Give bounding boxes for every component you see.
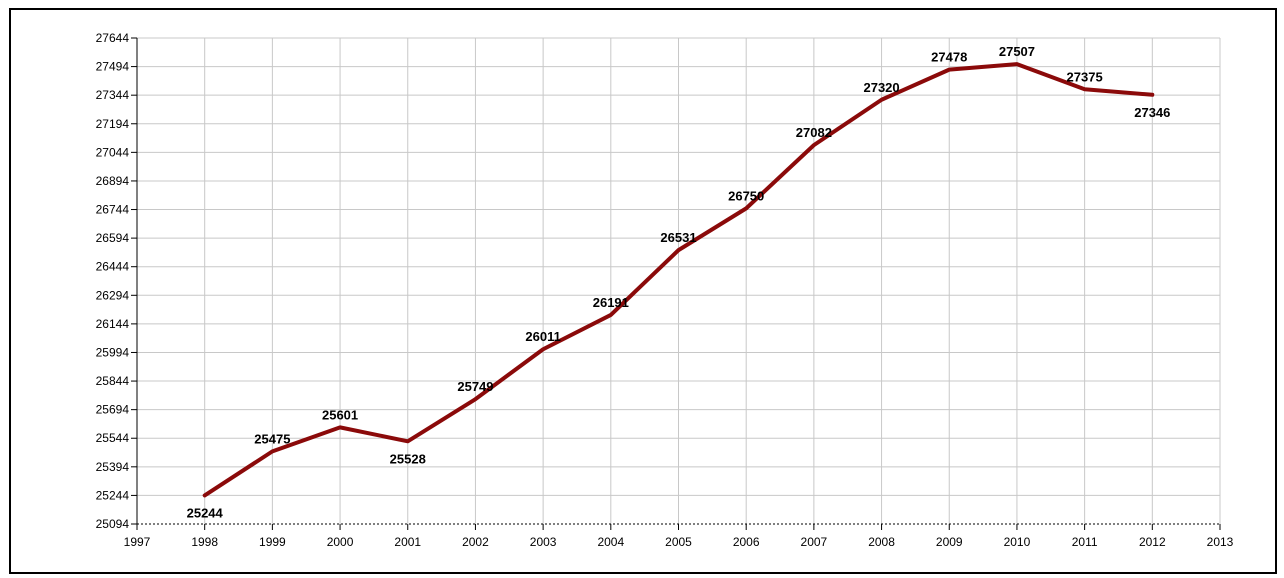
data-label: 27082 [796,125,832,140]
data-label: 27478 [931,50,967,65]
x-tick-label: 1998 [191,535,218,549]
x-tick-label: 1997 [124,535,151,549]
axes: 25094 25244 25394 25544 25694 25844 25994 26144… [96,31,1234,549]
y-tick-label: 27044 [96,145,130,159]
y-tick-label: 25844 [96,374,130,388]
x-tick-label: 2001 [394,535,421,549]
data-label: 26750 [728,188,764,203]
data-label: 26191 [593,295,629,310]
data-point [947,68,951,72]
y-tick-label: 26144 [96,317,130,331]
x-tick-label: 2000 [327,535,354,549]
data-label: 26011 [525,329,560,344]
data-label: 25475 [254,431,290,446]
x-tick-label: 2011 [1072,535,1098,549]
x-tick-label: 2012 [1139,535,1166,549]
x-tick-label: 2013 [1207,535,1234,549]
x-tick-label: 2010 [1004,535,1031,549]
x-tick-label: 1999 [259,535,286,549]
data-label: 26531 [660,230,696,245]
y-tick-label: 27194 [96,117,130,131]
data-label: 25528 [390,451,426,466]
data-point [677,248,680,252]
data-label: 27346 [1134,105,1170,120]
data-point [406,439,410,443]
data-point [541,347,545,351]
x-tick-label: 2007 [801,535,828,549]
data-point [880,98,884,102]
x-tick-label: 2008 [868,535,895,549]
y-tick-label: 25544 [96,431,130,445]
y-tick-label: 25094 [96,517,130,531]
data-label: 25244 [187,505,224,520]
x-tick-label: 2002 [462,535,489,549]
data-label: 27320 [863,80,899,95]
y-tick-label: 26894 [96,174,130,188]
data-point [203,493,207,497]
y-tick-label: 26594 [96,231,130,245]
data-labels: 25244 25475 25601 25528 25749 26011 26191 26531… [187,44,1171,520]
data-label: 27375 [1067,69,1103,84]
data-label: 25749 [457,379,493,394]
y-tick-label: 25394 [96,460,130,474]
data-label: 25601 [322,407,358,422]
y-tick-label: 25244 [96,488,130,502]
data-label: 27507 [999,44,1035,59]
chart-frame: 25094 25244 25394 25544 25694 25844 25994 26144… [9,8,1277,574]
y-tick-label: 27494 [96,60,130,74]
x-tick-label: 2003 [530,535,557,549]
data-point [473,397,477,401]
x-tick-label: 2005 [665,535,692,549]
y-tick-label: 27344 [96,88,130,102]
data-point [1083,87,1087,91]
data-point [609,313,613,317]
y-tick-label: 26294 [96,288,130,302]
series-layer [202,62,1155,498]
line-chart: 25094 25244 25394 25544 25694 25844 25994 26144… [96,31,1234,549]
y-tick-label: 25994 [96,345,130,359]
data-point [1015,62,1019,66]
y-tick-label: 25694 [96,403,130,417]
data-point [1150,93,1154,97]
data-point [270,449,274,453]
grid [137,37,1221,524]
x-tick-label: 2009 [936,535,963,549]
x-tick-label: 2006 [733,535,760,549]
y-tick-label: 26744 [96,203,130,217]
data-point [812,143,816,147]
data-point [744,206,748,210]
y-tick-label: 27644 [96,31,130,45]
y-tick-label: 26444 [96,260,130,274]
data-point [338,425,342,429]
x-tick-label: 2004 [597,535,624,549]
